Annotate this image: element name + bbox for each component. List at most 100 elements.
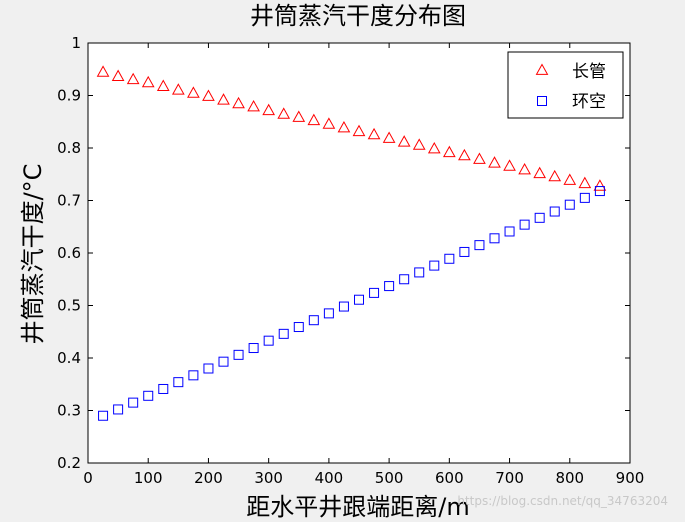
point-series-0 [473, 152, 486, 164]
point-series-0 [187, 86, 200, 98]
x-tick-labels: 0 100 200 300 400 500 600 700 800 900 [83, 469, 644, 487]
point-series-0 [96, 65, 110, 77]
x-tick-label: 700 [495, 469, 524, 487]
point-series-1 [128, 397, 139, 408]
legend-marker-1 [537, 96, 547, 106]
point-series-1 [519, 219, 530, 230]
legend-label-0: 长管 [572, 62, 606, 82]
point-series-1 [98, 410, 109, 421]
x-tick-label: 800 [555, 469, 584, 487]
point-series-0 [488, 156, 501, 168]
point-series-0 [427, 141, 441, 154]
watermark: https://blog.csdn.net/qq_34763204 [457, 494, 668, 508]
point-series-0 [141, 75, 155, 88]
y-tick-label: 0.8 [57, 139, 81, 157]
point-series-0 [277, 107, 291, 119]
point-series-0 [292, 110, 306, 122]
point-series-1 [233, 349, 244, 360]
point-series-1 [384, 281, 395, 292]
point-series-1 [474, 240, 485, 251]
x-tick-label: 600 [435, 469, 464, 487]
y-tick-label: 0.3 [57, 402, 81, 420]
point-series-1 [504, 226, 515, 237]
point-series-0 [202, 89, 215, 101]
point-series-0 [593, 179, 607, 191]
point-series-1 [203, 363, 214, 374]
legend-label-1: 环空 [572, 92, 606, 112]
point-series-0 [578, 176, 592, 189]
point-series-0 [533, 166, 547, 179]
point-series-1 [399, 274, 410, 285]
point-series-0 [352, 124, 366, 137]
point-series-0 [563, 173, 577, 185]
point-series-1 [338, 301, 349, 312]
point-series-0 [262, 103, 276, 116]
point-series-1 [489, 233, 500, 244]
point-series-0 [503, 159, 516, 171]
x-tick-label: 400 [315, 469, 344, 487]
point-series-1 [248, 343, 259, 354]
x-tick-label: 200 [194, 469, 223, 487]
point-series-1 [444, 253, 455, 264]
legend: 长管 环空 [507, 51, 624, 119]
axis-ticks [87, 42, 631, 464]
point-series-1 [113, 404, 124, 415]
point-series-0 [397, 135, 411, 147]
point-series-0 [367, 127, 381, 140]
point-series-1 [459, 246, 470, 257]
y-tick-label: 0.5 [57, 297, 81, 315]
point-series-0 [111, 69, 125, 81]
point-series-1 [323, 308, 334, 319]
point-series-0 [382, 131, 396, 143]
point-series-1 [293, 322, 304, 333]
point-series-1 [278, 328, 289, 339]
point-series-1 [414, 267, 425, 278]
point-series-1 [594, 186, 605, 197]
y-axis-title: 井筒蒸汽干度/°C [19, 164, 47, 345]
point-series-1 [158, 383, 169, 394]
point-series-1 [218, 356, 229, 367]
y-tick-label: 0.9 [57, 87, 81, 105]
point-series-0 [412, 138, 426, 150]
x-tick-label: 300 [254, 469, 283, 487]
point-series-1 [429, 260, 440, 271]
point-series-0 [548, 169, 562, 182]
legend-box [507, 51, 624, 119]
y-tick-label: 0.6 [57, 244, 81, 262]
x-tick-label: 0 [83, 469, 93, 487]
point-series-0 [337, 120, 351, 133]
y-tick-label: 0.2 [57, 454, 81, 472]
point-series-1 [188, 370, 199, 381]
point-series-0 [307, 113, 321, 126]
x-tick-label: 900 [616, 469, 645, 487]
point-series-0 [156, 79, 170, 91]
point-series-1 [263, 335, 274, 346]
point-series-0 [232, 96, 245, 109]
point-series-0 [247, 99, 260, 112]
point-series-0 [518, 162, 531, 175]
point-series-1 [579, 192, 590, 203]
point-series-0 [171, 83, 185, 95]
point-series-0 [126, 72, 140, 85]
x-tick-label: 500 [375, 469, 404, 487]
point-series-1 [308, 315, 319, 326]
point-series-1 [173, 377, 184, 388]
x-axis-title: 距水平井跟端距离/m [246, 493, 469, 521]
point-series-1 [564, 199, 575, 210]
y-tick-label: 1 [71, 34, 81, 52]
point-series-1 [534, 212, 545, 223]
legend-marker-0 [535, 63, 549, 75]
chart-title: 井筒蒸汽干度分布图 [250, 2, 466, 30]
point-series-1 [143, 390, 154, 401]
point-series-1 [549, 206, 560, 217]
y-tick-labels: 0.2 0.3 0.4 0.5 0.6 0.7 0.8 0.9 1 [57, 34, 81, 472]
y-tick-label: 0.4 [57, 349, 81, 367]
point-series-0 [217, 93, 230, 105]
point-series-0 [322, 117, 336, 129]
x-tick-label: 100 [134, 469, 163, 487]
point-series-1 [354, 294, 364, 305]
point-series-0 [442, 145, 456, 158]
y-tick-label: 0.7 [57, 192, 81, 210]
data-markers [96, 65, 607, 421]
